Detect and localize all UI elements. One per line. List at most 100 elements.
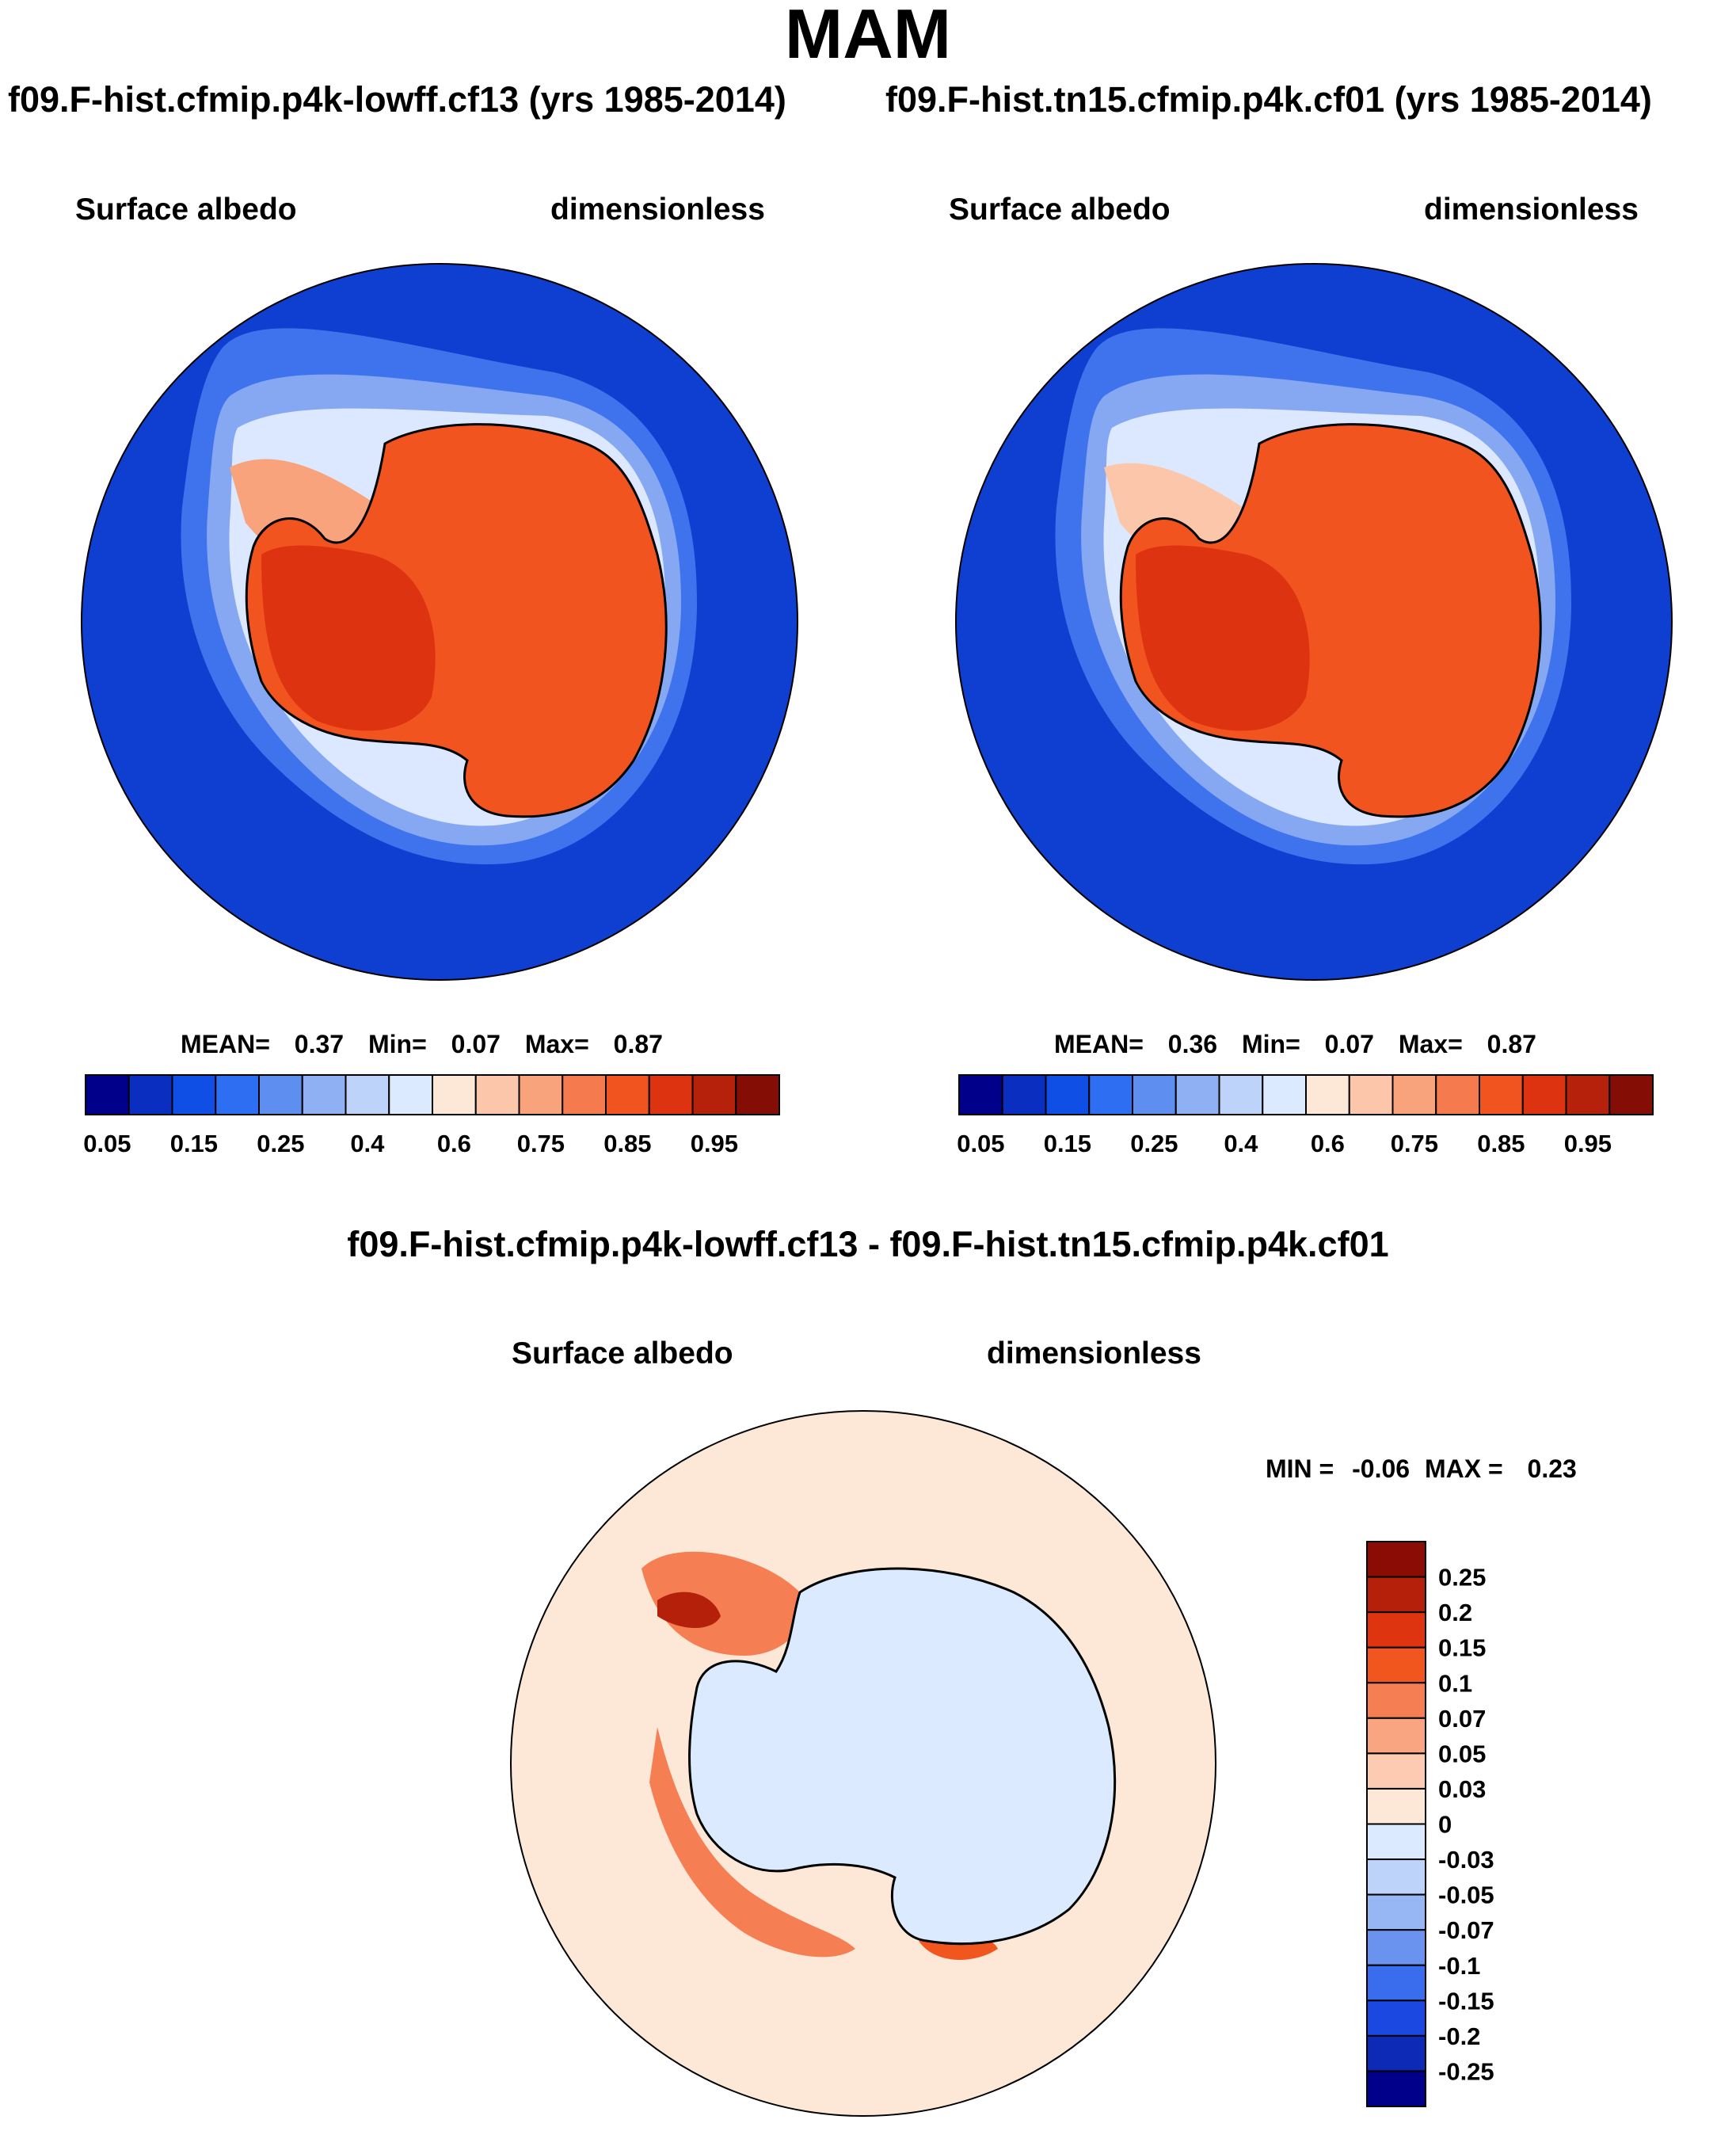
colorbar-swatch xyxy=(1366,1929,1426,1966)
left-colorbar: 0.05 0.15 0.25 0.4 0.6 0.75 0.85 0.95 xyxy=(83,1074,780,1157)
colorbar-tick-label: 0.95 xyxy=(1564,1130,1612,1157)
colorbar-tick-label: 0.15 xyxy=(170,1130,218,1157)
max-label: Max= xyxy=(1398,1030,1463,1058)
mean-value: 0.37 xyxy=(294,1030,345,1058)
colorbar-swatch xyxy=(1366,2070,1426,2107)
colorbar-tick-label: 0.95 xyxy=(691,1130,738,1157)
colorbar-swatch xyxy=(474,1074,520,1115)
colorbar-swatch xyxy=(1366,1752,1426,1790)
colorbar-tick-label: 0.03 xyxy=(1438,1775,1486,1803)
colorbar-swatch xyxy=(605,1074,650,1115)
difference-map xyxy=(510,1410,1216,2117)
max-label: MAX = xyxy=(1424,1454,1503,1483)
max-label: Max= xyxy=(524,1030,589,1058)
mean-label: MEAN= xyxy=(1054,1030,1144,1058)
left-variable-label: Surface albedo xyxy=(75,193,297,227)
colorbar-tick-label: -0.25 xyxy=(1438,2057,1494,2085)
right-colorbar: 0.05 0.15 0.25 0.4 0.6 0.75 0.85 0.95 xyxy=(957,1074,1654,1157)
colorbar-swatch xyxy=(1366,1893,1426,1931)
diff-variable-label: Surface albedo xyxy=(512,1336,733,1370)
min-label: Min= xyxy=(367,1030,427,1058)
colorbar-tick-label: 0.25 xyxy=(1438,1564,1486,1592)
season-title: MAM xyxy=(784,0,952,73)
colorbar-swatch xyxy=(301,1074,347,1115)
colorbar-swatch xyxy=(648,1074,694,1115)
positive-anomaly-coast xyxy=(649,1727,855,1958)
colorbar-swatch xyxy=(1366,2034,1426,2072)
colorbar-swatch xyxy=(128,1074,173,1115)
colorbar-swatch xyxy=(215,1074,260,1115)
colorbar-tick-label: 0.1 xyxy=(1438,1669,1472,1697)
difference-colorbar: 0.25 0.2 0.15 0.1 0.07 0.05 0.03 0 -0.03 -0.05 -0.… xyxy=(1366,1541,1494,2107)
colorbar-tick-label: 0.25 xyxy=(257,1130,304,1157)
diff-minmax: MIN = -0.06 MAX = 0.23 xyxy=(1266,1454,1577,1484)
colorbar-swatch xyxy=(1262,1074,1307,1115)
colorbar-tick-label: -0.05 xyxy=(1438,1881,1494,1909)
colorbar-tick-label: 0.25 xyxy=(1130,1130,1178,1157)
colorbar-tick-label: 0.6 xyxy=(1311,1130,1345,1157)
colorbar-tick-label: 0.2 xyxy=(1438,1599,1472,1626)
mean-label: MEAN= xyxy=(181,1030,270,1058)
left-map xyxy=(81,263,798,981)
colorbar-swatch xyxy=(1366,1823,1426,1861)
colorbar-tick-label: 0.6 xyxy=(437,1130,471,1157)
min-label: Min= xyxy=(1241,1030,1300,1058)
colorbar-swatch xyxy=(1305,1074,1350,1115)
right-units-label: dimensionless xyxy=(1424,193,1639,227)
colorbar-swatch xyxy=(85,1074,130,1115)
colorbar-swatch xyxy=(1565,1074,1611,1115)
colorbar-tick-label: 0.07 xyxy=(1438,1705,1486,1733)
right-case-label: f09.F-hist.tn15.cfmip.p4k.cf01 (yrs 1985… xyxy=(885,79,1652,120)
left-units-label: dimensionless xyxy=(550,193,765,227)
colorbar-swatch xyxy=(258,1074,303,1115)
left-stats: MEAN= 0.37 Min= 0.07 Max= 0.87 xyxy=(181,1030,663,1059)
colorbar-swatch xyxy=(1218,1074,1264,1115)
colorbar-swatch xyxy=(1479,1074,1524,1115)
colorbar-swatch xyxy=(1366,1611,1426,1649)
colorbar-tick-label: 0.75 xyxy=(517,1130,565,1157)
colorbar-swatch xyxy=(432,1074,477,1115)
colorbar-swatch xyxy=(1366,1999,1426,2037)
colorbar-tick-label: 0.15 xyxy=(1438,1634,1486,1662)
colorbar-swatch xyxy=(171,1074,217,1115)
difference-title: f09.F-hist.cfmip.p4k-lowff.cf13 - f09.F-… xyxy=(347,1224,1389,1264)
colorbar-tick-label: -0.2 xyxy=(1438,2022,1480,2050)
diff-units-label: dimensionless xyxy=(987,1336,1201,1370)
colorbar-swatch xyxy=(1366,1682,1426,1719)
colorbar-swatch xyxy=(1174,1074,1220,1115)
colorbar-swatch xyxy=(1348,1074,1394,1115)
colorbar-tick-label: 0.05 xyxy=(957,1130,1004,1157)
right-variable-label: Surface albedo xyxy=(949,193,1171,227)
colorbar-swatch xyxy=(1608,1074,1654,1115)
colorbar-tick-label: -0.07 xyxy=(1438,1916,1494,1944)
colorbar-swatch xyxy=(562,1074,607,1115)
colorbar-swatch xyxy=(1366,1858,1426,1896)
colorbar-swatch xyxy=(1366,1717,1426,1755)
colorbar-tick-label: 0.4 xyxy=(350,1130,385,1157)
colorbar-swatch xyxy=(1366,1541,1426,1578)
right-map-contours xyxy=(1055,328,1571,865)
colorbar-tick-label: -0.1 xyxy=(1438,1952,1480,1980)
colorbar-tick-label: 0.05 xyxy=(1438,1740,1486,1767)
right-map xyxy=(955,263,1673,981)
colorbar-swatch xyxy=(1045,1074,1091,1115)
colorbar-swatch xyxy=(1132,1074,1177,1115)
colorbar-tick-label: 0.85 xyxy=(1477,1130,1525,1157)
colorbar-swatch xyxy=(735,1074,780,1115)
max-value: 0.87 xyxy=(613,1030,663,1058)
colorbar-tick-label: 0 xyxy=(1438,1811,1452,1839)
west-antarctica-darker xyxy=(1136,545,1310,731)
min-value: -0.06 xyxy=(1352,1454,1410,1483)
right-stats: MEAN= 0.36 Min= 0.07 Max= 0.87 xyxy=(1054,1030,1536,1059)
min-value: 0.07 xyxy=(1324,1030,1374,1058)
colorbar-swatch xyxy=(1366,1646,1426,1684)
colorbar-swatch xyxy=(1391,1074,1437,1115)
colorbar-swatch xyxy=(691,1074,737,1115)
colorbar-tick-label: 0.4 xyxy=(1224,1130,1258,1157)
difference-map-contours xyxy=(641,1551,1117,1960)
colorbar-tick-label: 0.85 xyxy=(603,1130,651,1157)
positive-anomaly-core xyxy=(657,1592,721,1628)
colorbar-swatch xyxy=(958,1074,1003,1115)
colorbar-tick-label: -0.03 xyxy=(1438,1846,1494,1874)
